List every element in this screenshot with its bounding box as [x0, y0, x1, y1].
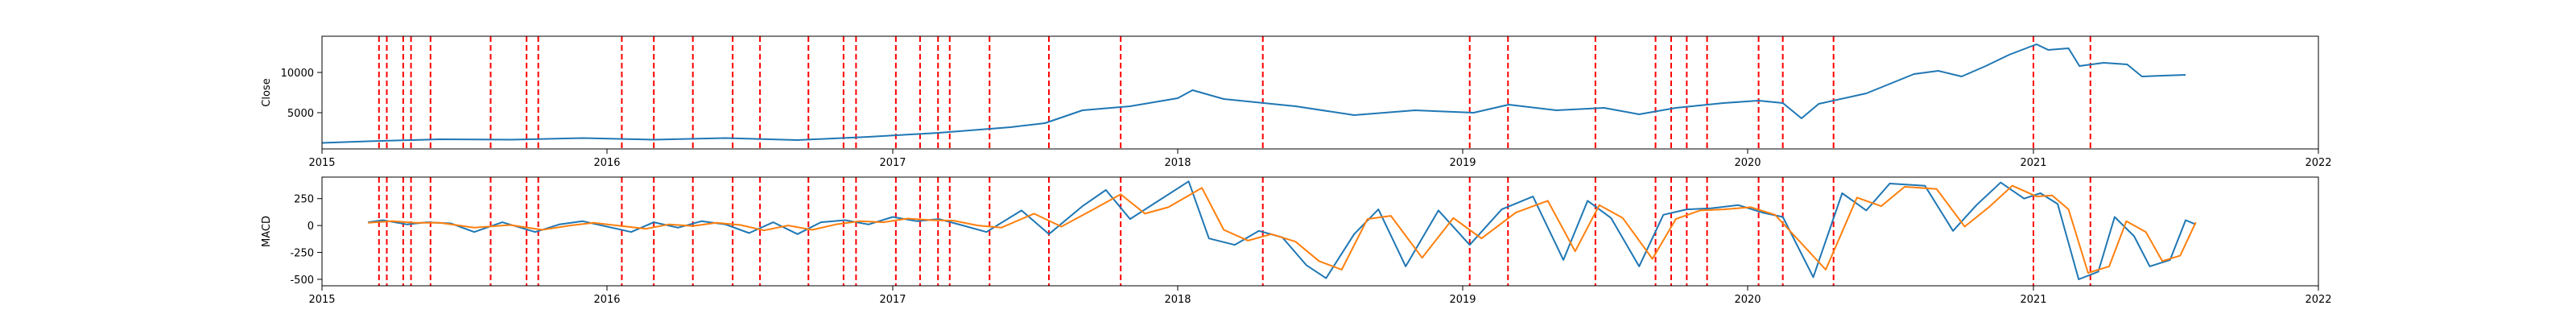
y-tick-label: 10000	[281, 68, 314, 80]
macd-xticks: 2015 2016 2017 2018 2019 2020 2021 2022	[308, 286, 2332, 306]
x-tick-label: 2022	[2305, 294, 2331, 306]
x-tick-label: 2015	[308, 157, 335, 169]
x-tick-label: 2016	[593, 294, 620, 306]
macd-yticks: -500 -250 0 250	[290, 194, 322, 287]
y-tick-label: -250	[290, 248, 314, 260]
y-tick-label: -500	[290, 275, 314, 287]
x-tick-label: 2020	[1734, 294, 1761, 306]
x-tick-label: 2021	[2020, 157, 2046, 169]
x-tick-label: 2019	[1449, 294, 1476, 306]
x-tick-label: 2018	[1164, 294, 1191, 306]
macd-ylabel: MACD	[261, 216, 273, 247]
y-tick-label: 250	[294, 194, 314, 206]
x-tick-label: 2016	[593, 157, 620, 169]
macd-series-layer	[368, 180, 2197, 280]
close-subplot: 2015 2016 2017 2018 2019 2020 2021 2022 5000 100…	[261, 35, 2332, 169]
close-series-layer	[321, 43, 2186, 144]
close-xticks: 2015 2016 2017 2018 2019 2020 2021 2022	[308, 149, 2332, 169]
y-tick-label: 0	[308, 221, 314, 233]
x-tick-label: 2022	[2305, 157, 2331, 169]
macd-series-line-2	[368, 184, 2197, 274]
x-tick-label: 2019	[1449, 157, 1476, 169]
x-tick-label: 2017	[879, 294, 906, 306]
x-tick-label: 2015	[308, 294, 335, 306]
y-tick-label: 5000	[287, 108, 314, 120]
close-markers-layer	[378, 36, 2091, 149]
x-tick-label: 2017	[879, 157, 906, 169]
x-tick-label: 2021	[2020, 294, 2046, 306]
close-axes-frame	[321, 35, 2319, 150]
close-yticks: 5000 10000	[281, 68, 322, 120]
close-ylabel: Close	[261, 78, 273, 106]
close-series-line-1	[321, 43, 2186, 144]
x-tick-label: 2018	[1164, 157, 1191, 169]
macd-subplot: 2015 2016 2017 2018 2019 2020 2021 2022 -500 -25…	[261, 176, 2332, 306]
x-tick-label: 2020	[1734, 157, 1761, 169]
macd-axes-frame	[321, 176, 2319, 287]
